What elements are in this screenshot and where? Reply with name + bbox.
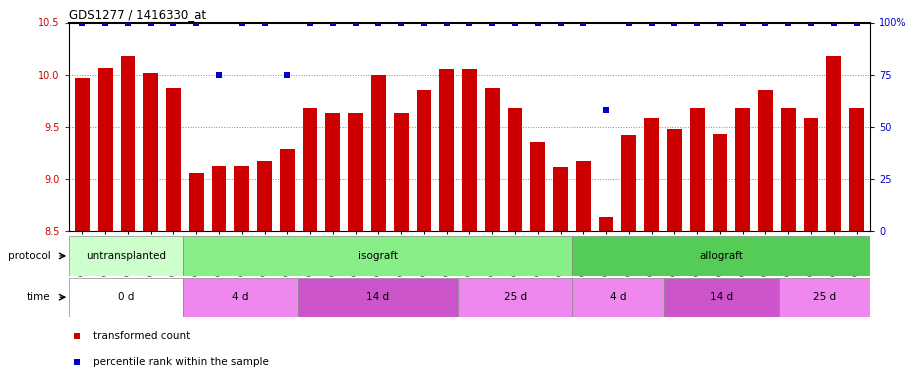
- Bar: [325, 113, 340, 231]
- Text: 0 d: 0 d: [118, 292, 134, 302]
- Bar: [458, 278, 572, 317]
- Bar: [234, 166, 249, 231]
- Bar: [599, 217, 614, 231]
- Text: 14 d: 14 d: [366, 292, 389, 302]
- Bar: [553, 167, 568, 231]
- Text: GDS1277 / 1416330_at: GDS1277 / 1416330_at: [69, 8, 206, 21]
- Bar: [69, 236, 183, 276]
- Text: allograft: allograft: [700, 251, 743, 261]
- Text: isograft: isograft: [358, 251, 398, 261]
- Bar: [849, 108, 864, 231]
- Bar: [371, 75, 386, 231]
- Bar: [121, 56, 136, 231]
- Bar: [572, 278, 664, 317]
- Bar: [664, 278, 779, 317]
- Bar: [302, 108, 318, 231]
- Bar: [621, 135, 637, 231]
- Bar: [394, 113, 409, 231]
- Text: time: time: [27, 292, 50, 302]
- Text: transformed count: transformed count: [93, 331, 190, 340]
- Bar: [69, 278, 183, 317]
- Text: protocol: protocol: [7, 251, 50, 261]
- Bar: [298, 278, 458, 317]
- Bar: [713, 134, 727, 231]
- Bar: [690, 108, 704, 231]
- Bar: [572, 236, 870, 276]
- Text: 4 d: 4 d: [610, 292, 627, 302]
- Text: 4 d: 4 d: [232, 292, 249, 302]
- Bar: [183, 278, 298, 317]
- Bar: [280, 150, 295, 231]
- Text: percentile rank within the sample: percentile rank within the sample: [93, 357, 268, 367]
- Bar: [75, 78, 90, 231]
- Bar: [189, 173, 203, 231]
- Bar: [507, 108, 522, 231]
- Bar: [644, 118, 659, 231]
- Bar: [826, 56, 841, 231]
- Bar: [667, 129, 682, 231]
- Bar: [212, 166, 226, 231]
- Bar: [780, 108, 796, 231]
- Bar: [462, 69, 477, 231]
- Bar: [257, 161, 272, 231]
- Bar: [485, 88, 499, 231]
- Bar: [166, 88, 180, 231]
- Bar: [183, 236, 572, 276]
- Bar: [803, 118, 818, 231]
- Bar: [576, 161, 591, 231]
- Bar: [143, 74, 158, 231]
- Bar: [98, 68, 113, 231]
- Bar: [779, 278, 870, 317]
- Bar: [348, 113, 363, 231]
- Bar: [417, 90, 431, 231]
- Text: 25 d: 25 d: [812, 292, 836, 302]
- Bar: [440, 69, 454, 231]
- Bar: [758, 90, 773, 231]
- Text: 25 d: 25 d: [504, 292, 527, 302]
- Bar: [736, 108, 750, 231]
- Text: 14 d: 14 d: [710, 292, 733, 302]
- Text: untransplanted: untransplanted: [86, 251, 166, 261]
- Bar: [530, 142, 545, 231]
